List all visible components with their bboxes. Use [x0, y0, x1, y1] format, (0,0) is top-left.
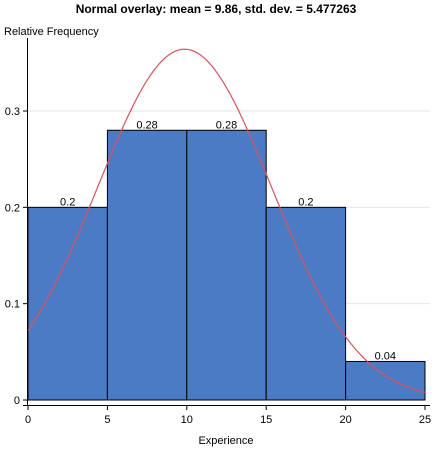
y-axis-label: Relative Frequency: [4, 26, 99, 38]
axes: 0 0.1 0.2 0.3 0 5 10 15 20 25: [5, 38, 431, 426]
bar-value-label: 0.28: [216, 119, 237, 131]
y-tick-label: 0.2: [5, 202, 20, 214]
x-tick-label: 20: [339, 414, 351, 426]
histogram-bar: [106, 129, 188, 401]
normal-overlay: [27, 48, 426, 393]
chart-title: Normal overlay: mean = 9.86, std. dev. =…: [76, 2, 357, 16]
normal-curve: [27, 48, 426, 393]
histogram-bar: [265, 206, 347, 401]
x-tick-label: 10: [181, 414, 193, 426]
y-tick-label: 0.3: [5, 106, 20, 118]
bar-value-label: 0.2: [60, 196, 75, 208]
x-axis-label: Experience: [198, 435, 253, 447]
bar-value-label: 0.28: [136, 119, 157, 131]
x-tick-label: 15: [260, 414, 272, 426]
x-tick-label: 25: [419, 414, 431, 426]
bar-value-label: 0.2: [298, 196, 313, 208]
histogram-bar: [186, 129, 267, 401]
x-tick-label: 0: [25, 414, 31, 426]
x-tick-label: 5: [104, 414, 110, 426]
y-tick-label: 0.1: [5, 299, 20, 311]
bar-value-label: 0.04: [375, 350, 396, 362]
histogram-bar: [27, 206, 108, 401]
histogram-bar: [345, 360, 426, 401]
y-tick-label: 0: [14, 395, 20, 407]
histogram-bars: 0.2 0.28 0.28 0.2 0.04: [27, 119, 426, 401]
